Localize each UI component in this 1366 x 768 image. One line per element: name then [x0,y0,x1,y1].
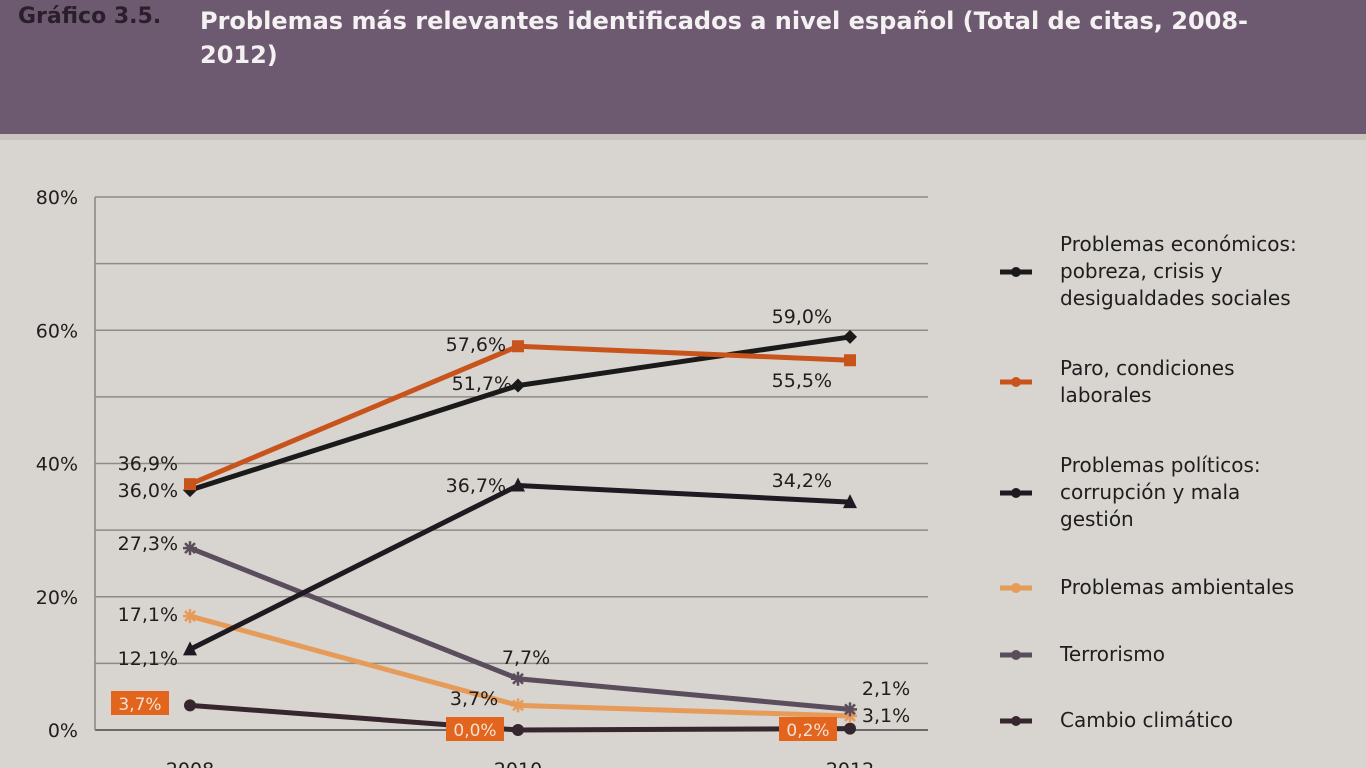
data-label-bg [446,717,504,741]
data-label-climatico: 0,2% [786,721,829,741]
legend-label: Terrorismo [1060,642,1165,666]
data-label-ambientales: 3,7% [450,688,498,710]
data-label-paro: 55,5% [772,370,832,392]
data-point-economicos [511,378,525,393]
data-point-ambientales [511,698,525,713]
data-point-paro [512,340,524,353]
data-point-paro [184,478,196,491]
x-tick-label: 2010 [494,759,542,768]
y-tick-label: 80% [36,187,78,209]
data-point-terrorismo [511,671,525,686]
figure-number: Gráfico 3.5. [18,4,162,29]
data-point-climatico [512,724,524,736]
data-label-politicos: 12,1% [118,648,178,670]
data-point-politicos [511,477,525,492]
legend-swatch-paro [1000,377,1032,387]
series-line-economicos [189,334,851,493]
legend-label: Problemas ambientales [1060,575,1295,599]
legend-swatch-climatico [1000,716,1032,726]
data-point-politicos [183,641,197,656]
data-label-terrorismo: 3,1% [862,705,910,727]
data-label-climatico: 3,7% [118,695,161,715]
y-tick-label: 20% [36,587,78,609]
data-point-terrorismo [183,541,197,556]
data-point-climatico [844,722,856,735]
data-label-politicos: 34,2% [772,470,832,492]
data-label-paro: 57,6% [446,334,506,356]
legend-label: Paro, condiciones laborales [1060,356,1235,407]
data-point-climatico [184,699,196,712]
data-label-paro: 36,9% [118,453,178,475]
data-label-politicos: 36,7% [446,475,506,497]
data-point-ambientales [183,609,197,624]
data-label-ambientales: 17,1% [118,604,178,626]
data-label-terrorismo: 7,7% [502,647,550,669]
legend-label: Cambio climático [1060,708,1234,732]
data-label-ambientales: 2,1% [862,678,910,700]
chart-title: Problemas más relevantes identificados a… [200,7,1249,69]
y-tick-label: 0% [48,720,78,742]
series-line-terrorismo [189,545,851,712]
x-tick-label: 2008 [166,759,214,768]
line-chart: 0% 20% 40% 60% 80% 2008 2010 2012 36,0% 51,7% 59,0… [36,187,928,768]
series-line-politicos [188,482,851,652]
y-tick-label: 40% [36,454,78,476]
x-tick-label: 2012 [826,759,874,768]
data-point-politicos [843,494,857,509]
data-label-climatico: 0,0% [453,721,496,741]
data-label-economicos: 51,7% [452,373,512,395]
data-label-bg [111,691,169,715]
legend-label: Problemas económicos: pobreza, crisis y … [1060,232,1297,310]
data-point-economicos [843,329,857,344]
data-point-paro [844,354,856,367]
legend-swatch-politicos [1000,488,1032,498]
data-label-terrorismo: 27,3% [118,533,178,555]
legend-label: Problemas políticos: corrupción y mala g… [1060,453,1261,531]
chart-header: Gráfico 3.5. Problemas más relevantes id… [0,0,1366,134]
legend-swatch-ambientales [1000,583,1032,593]
header-divider [0,134,1366,140]
data-point-terrorismo [843,702,857,717]
data-label-economicos: 59,0% [772,306,832,328]
legend-swatch-terrorismo [1000,650,1032,660]
data-label-bg [779,717,837,741]
legend-swatch-economicos [1000,267,1032,277]
y-tick-label: 60% [36,320,78,342]
data-label-economicos: 36,0% [118,480,178,502]
